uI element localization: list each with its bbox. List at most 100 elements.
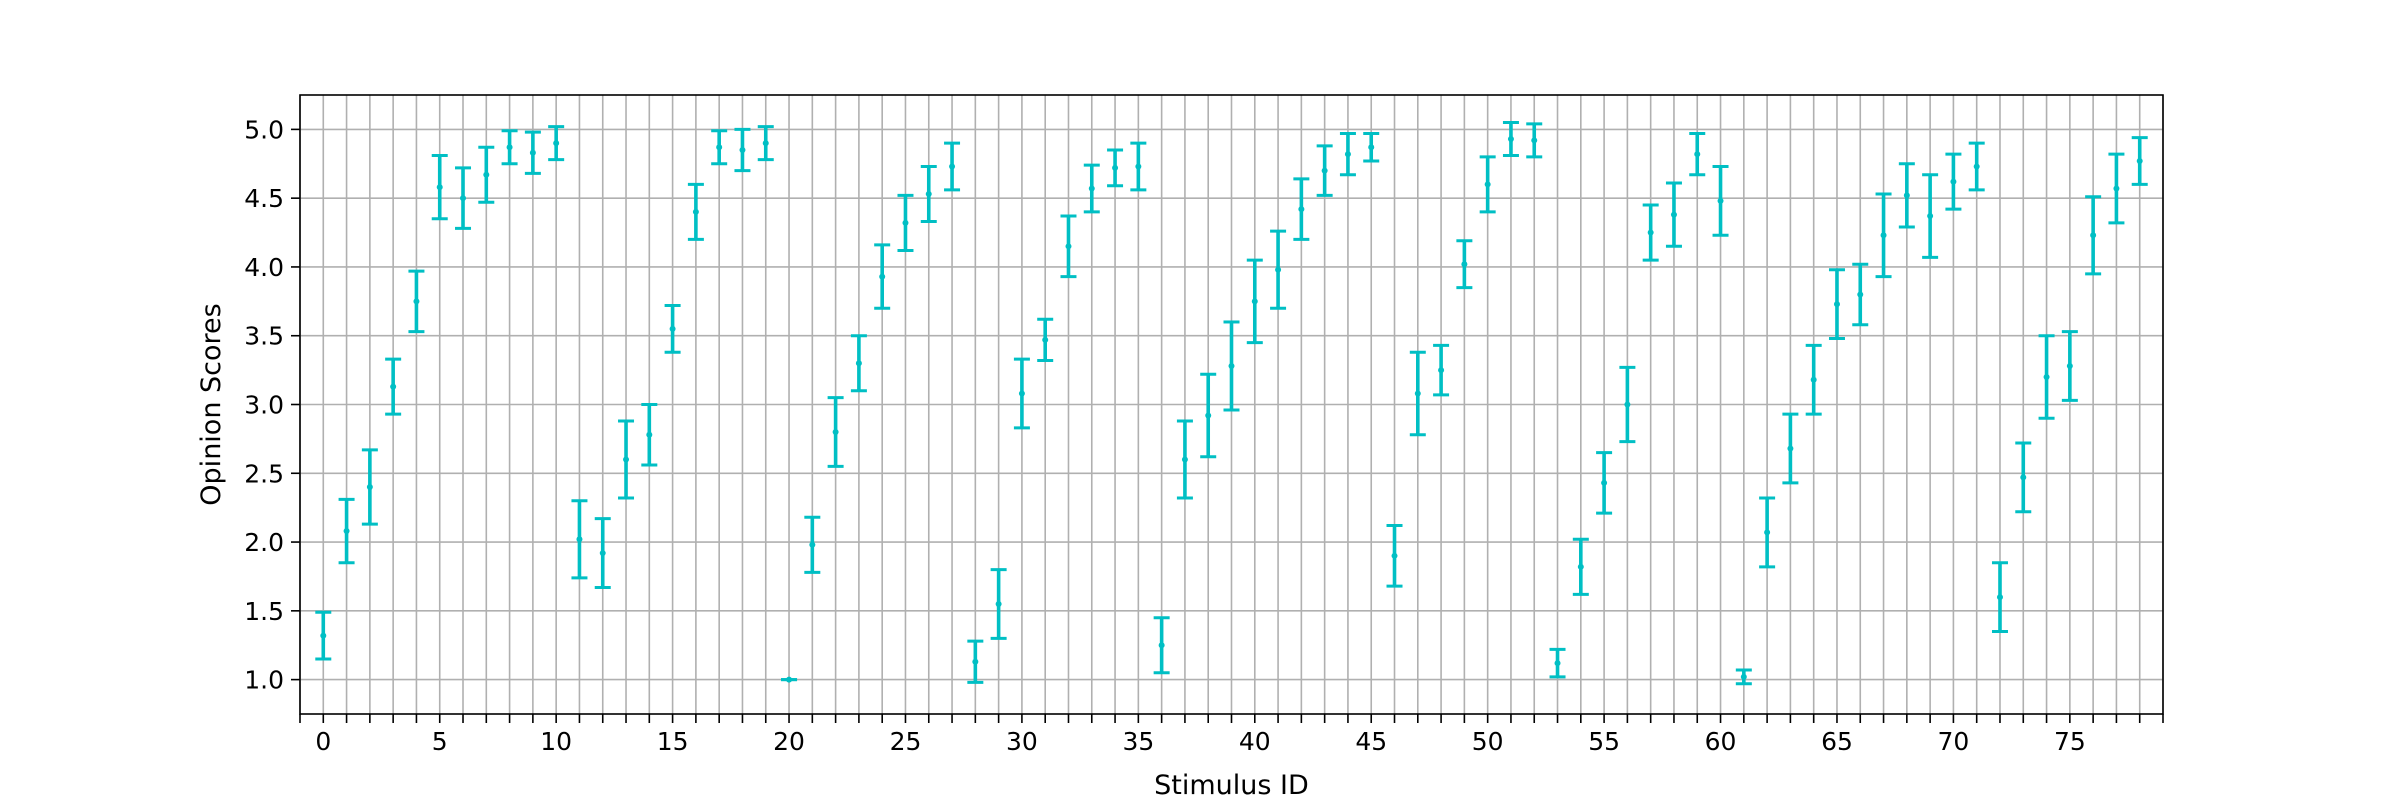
data-point-26 <box>920 165 937 224</box>
data-point-46 <box>1386 524 1403 588</box>
data-point-36 <box>1153 616 1170 675</box>
data-point-22 <box>827 396 844 468</box>
point-marker <box>1554 660 1561 667</box>
data-point-60 <box>1712 165 1729 237</box>
data-point-2 <box>361 448 378 526</box>
data-point-77 <box>2108 152 2125 225</box>
point-marker <box>762 140 769 147</box>
data-point-18 <box>734 127 751 173</box>
y-tick-label: 2.0 <box>244 528 284 557</box>
data-point-3 <box>385 357 402 416</box>
data-points <box>315 121 2148 686</box>
data-point-41 <box>1270 229 1287 310</box>
x-tick-label: 25 <box>890 727 922 756</box>
point-marker <box>1670 211 1677 218</box>
data-point-40 <box>1246 258 1263 345</box>
data-point-45 <box>1363 132 1380 163</box>
point-marker <box>2066 362 2073 369</box>
x-tick-label: 45 <box>1355 727 1387 756</box>
data-point-73 <box>2015 441 2032 514</box>
data-point-24 <box>874 243 891 310</box>
data-point-52 <box>1526 122 1543 159</box>
point-marker <box>483 171 490 178</box>
data-point-1 <box>338 497 355 565</box>
data-point-71 <box>1968 141 1985 192</box>
point-marker <box>1368 144 1375 151</box>
data-point-59 <box>1689 132 1706 177</box>
point-marker <box>320 632 327 639</box>
point-marker <box>436 184 443 191</box>
data-point-5 <box>431 154 448 221</box>
point-marker <box>1717 197 1724 204</box>
point-marker <box>995 600 1002 607</box>
y-tick-label: 4.5 <box>244 184 284 213</box>
data-point-55 <box>1596 451 1613 515</box>
point-marker <box>949 163 956 170</box>
data-point-28 <box>967 639 984 684</box>
data-point-13 <box>618 419 635 500</box>
data-point-17 <box>711 129 728 166</box>
data-point-27 <box>944 141 961 192</box>
point-marker <box>1624 401 1631 408</box>
point-marker <box>1298 206 1305 213</box>
data-point-39 <box>1223 320 1240 412</box>
x-tick-label: 60 <box>1705 727 1737 756</box>
point-marker <box>2020 474 2027 481</box>
data-point-16 <box>687 182 704 241</box>
point-marker <box>1973 163 1980 170</box>
data-point-37 <box>1176 419 1193 500</box>
data-point-34 <box>1107 148 1124 188</box>
data-point-43 <box>1316 144 1333 197</box>
point-marker <box>925 191 932 198</box>
point-marker <box>1251 298 1258 305</box>
data-point-20 <box>781 676 798 683</box>
point-marker <box>1461 261 1468 268</box>
y-tick-label: 3.0 <box>244 391 284 420</box>
data-point-50 <box>1479 155 1496 214</box>
data-point-63 <box>1782 412 1799 485</box>
y-axis-label: Opinion Scores <box>196 303 227 505</box>
x-tick-label: 50 <box>1472 727 1504 756</box>
y-tick-label: 5.0 <box>244 115 284 144</box>
data-point-38 <box>1200 372 1217 459</box>
x-tick-label: 20 <box>773 727 805 756</box>
data-point-30 <box>1013 357 1030 430</box>
point-marker <box>1228 362 1235 369</box>
x-tick-label: 75 <box>2054 727 2086 756</box>
data-point-15 <box>664 303 681 354</box>
y-tick-label: 3.5 <box>244 322 284 351</box>
data-point-23 <box>850 334 867 393</box>
point-marker <box>343 528 350 535</box>
axis-ticks: 0 5 10 15 20 25 30 35 40 45 50 55 60 65 70 75 1.0 1.5 2.0 2… <box>244 115 2164 756</box>
data-point-72 <box>1991 561 2008 633</box>
point-marker <box>1391 552 1398 559</box>
data-point-21 <box>804 515 821 574</box>
point-marker <box>2113 185 2120 192</box>
data-point-11 <box>571 499 588 580</box>
point-marker <box>1531 137 1538 144</box>
point-marker <box>1787 445 1794 452</box>
point-marker <box>2090 232 2097 239</box>
point-marker <box>413 298 420 305</box>
data-point-4 <box>408 269 425 334</box>
data-point-65 <box>1828 268 1845 340</box>
point-marker <box>553 140 560 147</box>
point-marker <box>623 456 630 463</box>
data-point-49 <box>1456 239 1473 290</box>
point-marker <box>1694 151 1701 158</box>
point-marker <box>1205 412 1212 419</box>
point-marker <box>529 149 536 156</box>
point-marker <box>669 325 676 332</box>
point-marker <box>972 658 979 665</box>
point-marker <box>809 541 816 548</box>
point-marker <box>2043 373 2050 380</box>
point-marker <box>1275 266 1282 273</box>
point-marker <box>1950 178 1957 185</box>
x-tick-label: 30 <box>1006 727 1038 756</box>
point-marker <box>506 144 513 151</box>
data-point-42 <box>1293 177 1310 241</box>
point-marker <box>1903 192 1910 199</box>
x-tick-label: 0 <box>315 727 331 756</box>
x-tick-label: 55 <box>1588 727 1620 756</box>
data-point-44 <box>1339 132 1356 177</box>
